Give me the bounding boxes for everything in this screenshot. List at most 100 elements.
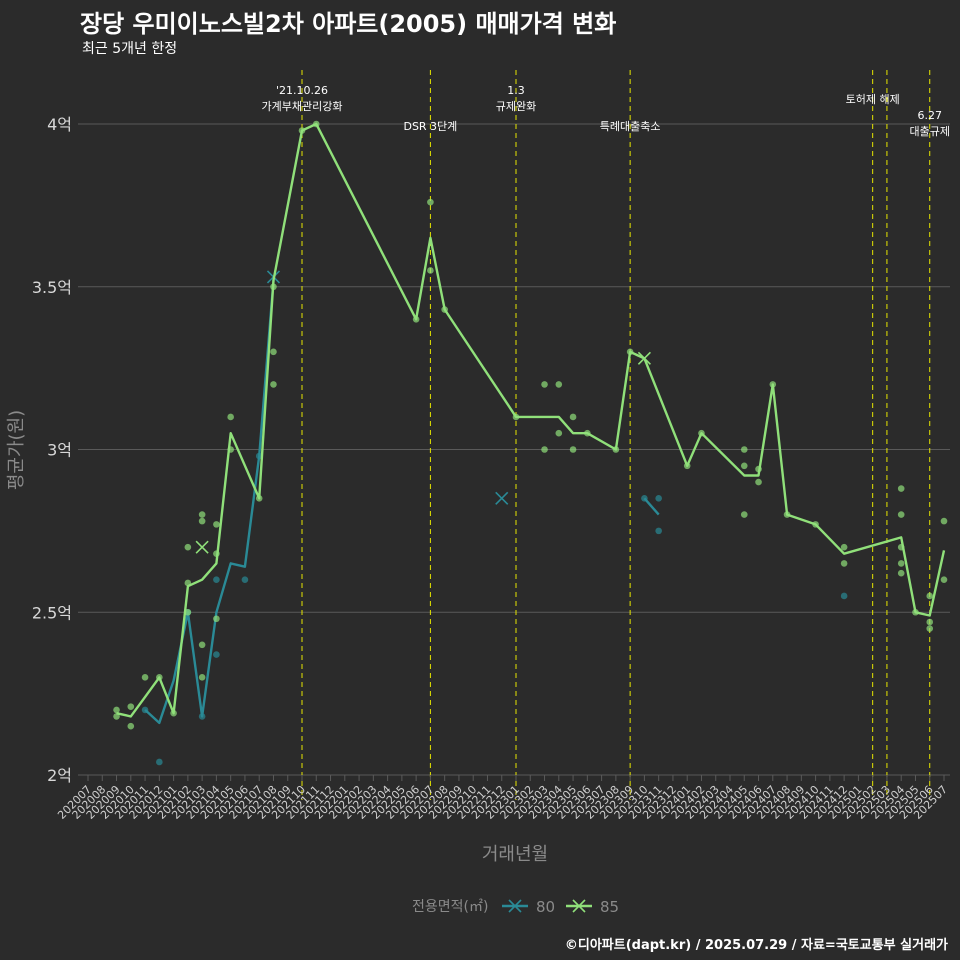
x-axis-label: 거래년월 [482, 844, 548, 865]
data-point-85 [127, 703, 135, 710]
cross-stroke [495, 491, 509, 505]
legend-title: 전용면적(㎡) [412, 899, 488, 915]
legend-swatch-cross [572, 899, 586, 913]
data-point-85 [227, 413, 234, 421]
data-point-85 [156, 674, 163, 681]
chart-title: 장당 우미이노스빌2차 아파트(2005) 매매가격 변화 [80, 10, 617, 38]
data-point-85 [198, 511, 206, 518]
data-cross-85 [637, 351, 651, 365]
data-point-85 [198, 641, 206, 649]
data-point-85 [555, 429, 563, 437]
series-line-80 [643, 497, 660, 516]
data-point-85 [412, 316, 420, 323]
data-point-85 [755, 478, 762, 486]
series-line-85 [116, 122, 946, 718]
data-point-85 [698, 429, 705, 437]
data-point-85 [897, 569, 905, 577]
data-point-85 [170, 709, 177, 717]
data-point-85 [427, 267, 434, 274]
data-point-85 [312, 120, 320, 128]
data-point-85 [740, 511, 748, 518]
event-label: '21.10.26 [276, 84, 328, 97]
event-label: 가계부채관리강화 [262, 100, 343, 113]
data-point-80 [141, 706, 149, 714]
data-point-85 [897, 485, 905, 492]
data-cross-85 [195, 540, 209, 554]
data-point-85 [541, 446, 548, 453]
chart-subtitle: 최근 5개년 한정 [82, 41, 178, 57]
data-point-85 [427, 198, 434, 206]
y-tick-label: 3억 [47, 441, 72, 460]
legend-label: 85 [600, 898, 619, 916]
data-point-85 [926, 618, 934, 626]
data-point-85 [740, 446, 748, 453]
data-point-85 [184, 579, 192, 587]
data-point-85 [298, 127, 306, 134]
data-series [113, 120, 948, 766]
y-tick-label: 3.5억 [32, 278, 72, 297]
data-point-85 [584, 429, 591, 437]
data-point-80 [198, 713, 206, 720]
data-point-85 [897, 560, 905, 567]
data-point-85 [113, 706, 120, 714]
data-point-85 [569, 413, 577, 421]
data-point-85 [512, 413, 520, 421]
data-point-85 [812, 521, 819, 528]
caption: ©디아파트(dapt.kr) / 2025.07.29 / 자료=국토교통부 실… [564, 938, 948, 953]
y-axis-ticks: 2억 2.5억 3억 3.5억 4억 [32, 115, 72, 785]
data-point-85 [840, 560, 848, 567]
data-point-85 [555, 381, 563, 388]
event-label: DSR 3단계 [403, 120, 457, 133]
event-label: 규제완화 [496, 100, 536, 113]
legend: 전용면적(㎡) 80 85 [412, 898, 619, 916]
grid-lines [78, 123, 950, 776]
data-point-80 [655, 527, 662, 535]
data-point-85 [683, 462, 691, 470]
data-point-85 [740, 462, 748, 470]
cross-stroke [508, 899, 522, 913]
data-point-85 [213, 521, 220, 528]
data-point-85 [912, 608, 919, 616]
data-point-85 [113, 713, 120, 720]
data-point-85 [141, 674, 149, 681]
data-point-85 [184, 608, 192, 616]
data-point-85 [255, 495, 263, 502]
event-label: 1.3 [507, 84, 525, 97]
cross-stroke [195, 540, 209, 554]
data-point-85 [626, 348, 634, 356]
data-point-80 [641, 495, 648, 502]
cross-stroke [572, 899, 586, 913]
data-point-85 [270, 348, 277, 356]
x-axis-ticks: 2020072020082020092020102020112020122021… [55, 775, 950, 822]
data-point-85 [612, 446, 620, 453]
legend-swatch-cross [508, 899, 522, 913]
data-point-85 [840, 543, 848, 551]
data-point-80 [156, 758, 163, 766]
data-point-80 [213, 576, 220, 583]
data-point-85 [769, 381, 777, 388]
data-point-80 [241, 576, 249, 583]
event-label: 대출규제 [909, 125, 949, 138]
data-point-80 [840, 592, 848, 600]
data-point-80 [213, 651, 220, 658]
y-tick-label: 2.5억 [32, 603, 72, 622]
data-cross-80 [495, 491, 509, 505]
cross-stroke [637, 351, 651, 365]
y-tick-label: 2억 [47, 766, 72, 785]
data-point-80 [655, 495, 662, 502]
data-point-85 [783, 511, 791, 518]
event-label: 특례대출축소 [600, 120, 661, 133]
data-point-85 [926, 592, 934, 600]
data-point-85 [270, 381, 277, 388]
data-point-85 [755, 465, 762, 473]
data-point-85 [270, 283, 277, 291]
data-point-85 [198, 674, 206, 681]
data-point-85 [227, 446, 234, 453]
data-point-85 [541, 381, 548, 388]
data-point-85 [213, 615, 220, 623]
legend-label: 80 [536, 898, 555, 916]
data-point-85 [926, 625, 934, 632]
data-point-85 [897, 511, 905, 518]
